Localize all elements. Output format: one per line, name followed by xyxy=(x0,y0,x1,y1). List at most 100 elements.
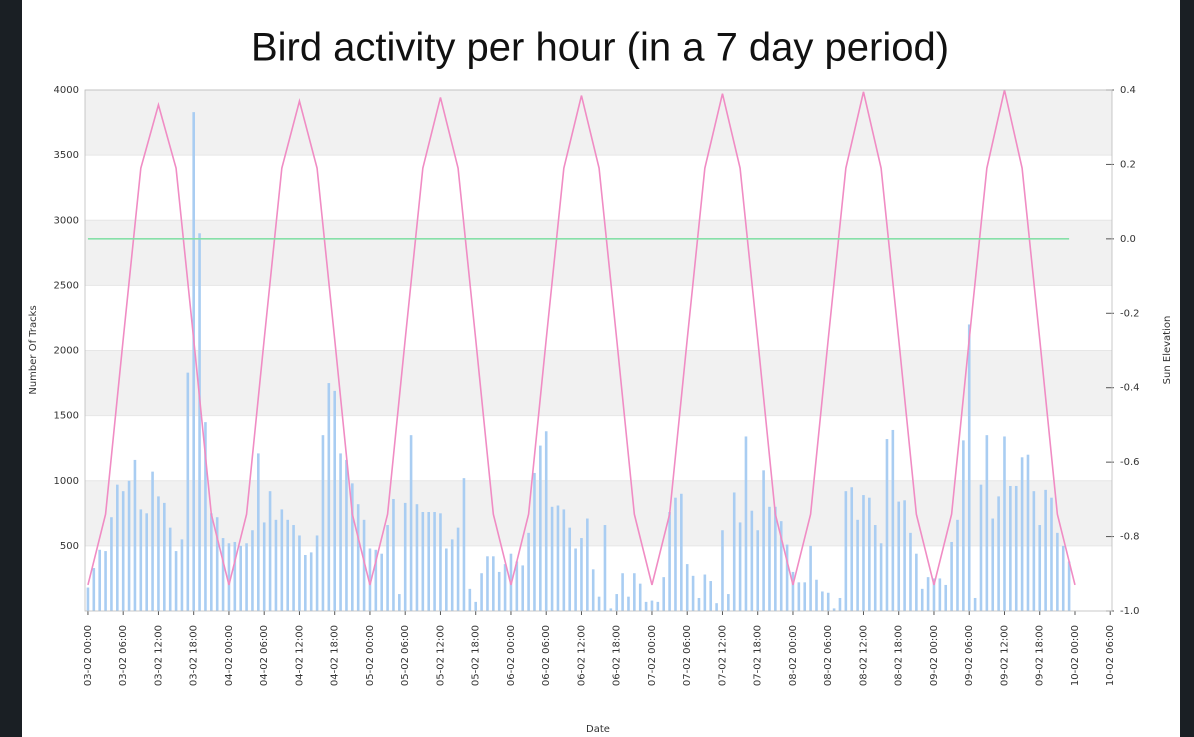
y2-tick-label: 0.2 xyxy=(1120,159,1136,170)
bar xyxy=(809,546,812,611)
bar xyxy=(87,588,90,611)
y2-tick-label: -0.4 xyxy=(1120,383,1140,394)
bar xyxy=(745,436,748,611)
bar xyxy=(110,517,113,611)
bar xyxy=(668,512,671,611)
bar xyxy=(533,473,536,611)
bar xyxy=(563,509,566,611)
bar xyxy=(539,446,542,611)
bar xyxy=(422,512,425,611)
bar xyxy=(521,565,524,611)
bar xyxy=(281,509,284,611)
bar xyxy=(93,568,96,611)
bar xyxy=(850,487,853,611)
y-axis-label: Number Of Tracks xyxy=(28,305,39,394)
x-tick-label: 09-02 18:00 xyxy=(1035,625,1046,686)
bar xyxy=(275,520,278,611)
bar xyxy=(768,507,771,611)
x-tick-label: 09-02 00:00 xyxy=(929,625,940,686)
y2-tick-label: -0.8 xyxy=(1120,532,1140,543)
bar xyxy=(892,430,895,611)
bar xyxy=(386,525,389,611)
bar xyxy=(639,584,642,611)
y2-tick-label: -0.6 xyxy=(1120,457,1140,468)
bar xyxy=(328,383,331,611)
bar xyxy=(897,502,900,611)
bar xyxy=(181,539,184,611)
y-tick-label: 2000 xyxy=(54,346,79,357)
bar xyxy=(140,509,143,611)
y-tick-label: 500 xyxy=(60,541,79,552)
bar xyxy=(1062,546,1065,611)
bar xyxy=(815,580,818,611)
bar xyxy=(1027,455,1030,611)
bar xyxy=(134,460,137,611)
bar xyxy=(169,528,172,611)
bar xyxy=(157,496,160,611)
bar xyxy=(868,498,871,611)
y-tick-label: 3500 xyxy=(54,150,79,161)
bar xyxy=(621,573,624,611)
bar xyxy=(580,538,583,611)
bar xyxy=(709,581,712,611)
bar xyxy=(903,500,906,611)
y-tick-label: 3000 xyxy=(54,215,79,226)
bar xyxy=(991,519,994,611)
bar xyxy=(445,548,448,611)
bar xyxy=(615,594,618,611)
bar xyxy=(874,525,877,611)
bar xyxy=(316,535,319,611)
bar xyxy=(345,460,348,611)
bar xyxy=(310,552,313,611)
bar xyxy=(175,551,178,611)
bar xyxy=(921,589,924,611)
bar xyxy=(187,373,190,611)
x-tick-label: 08-02 18:00 xyxy=(894,625,905,686)
y-tick-label: 2500 xyxy=(54,280,79,291)
bar xyxy=(927,577,930,611)
bar xyxy=(551,507,554,611)
bar xyxy=(104,551,107,611)
bar xyxy=(721,530,724,611)
x-tick-label: 10-02 06:00 xyxy=(1105,625,1116,686)
bar xyxy=(427,512,430,611)
bar xyxy=(234,542,237,611)
bar xyxy=(1056,533,1059,611)
bar xyxy=(474,602,477,611)
bar xyxy=(239,546,242,611)
bar xyxy=(457,528,460,611)
x-tick-label: 06-02 00:00 xyxy=(506,625,517,686)
bar xyxy=(821,591,824,611)
bar xyxy=(968,324,971,611)
bar xyxy=(292,525,295,611)
bar xyxy=(686,564,689,611)
x-tick-label: 05-02 18:00 xyxy=(471,625,482,686)
bar xyxy=(251,530,254,611)
bar xyxy=(463,478,466,611)
bar xyxy=(651,601,654,611)
bar xyxy=(733,492,736,611)
x-tick-label: 10-02 00:00 xyxy=(1070,625,1081,686)
y2-tick-label: -1.0 xyxy=(1120,606,1140,617)
bar xyxy=(586,519,589,611)
x-tick-label: 09-02 06:00 xyxy=(964,625,975,686)
x-tick-label: 08-02 00:00 xyxy=(788,625,799,686)
bar xyxy=(222,538,225,611)
bar xyxy=(692,576,695,611)
page: {"chart_data": { "type": "bar", "title":… xyxy=(0,0,1194,737)
bar xyxy=(704,575,707,611)
x-tick-label: 04-02 06:00 xyxy=(259,625,270,686)
x-tick-label: 06-02 06:00 xyxy=(541,625,552,686)
bar xyxy=(698,598,701,611)
bar xyxy=(1009,486,1012,611)
y2-tick-label: -0.2 xyxy=(1120,308,1140,319)
bar xyxy=(604,525,607,611)
bar xyxy=(798,582,801,611)
x-tick-label: 04-02 00:00 xyxy=(224,625,235,686)
grid-band xyxy=(85,351,1112,416)
bar xyxy=(269,491,272,611)
y2-tick-label: 0.0 xyxy=(1120,234,1136,245)
bar xyxy=(915,554,918,611)
bar xyxy=(410,435,413,611)
x-tick-label: 06-02 18:00 xyxy=(612,625,623,686)
